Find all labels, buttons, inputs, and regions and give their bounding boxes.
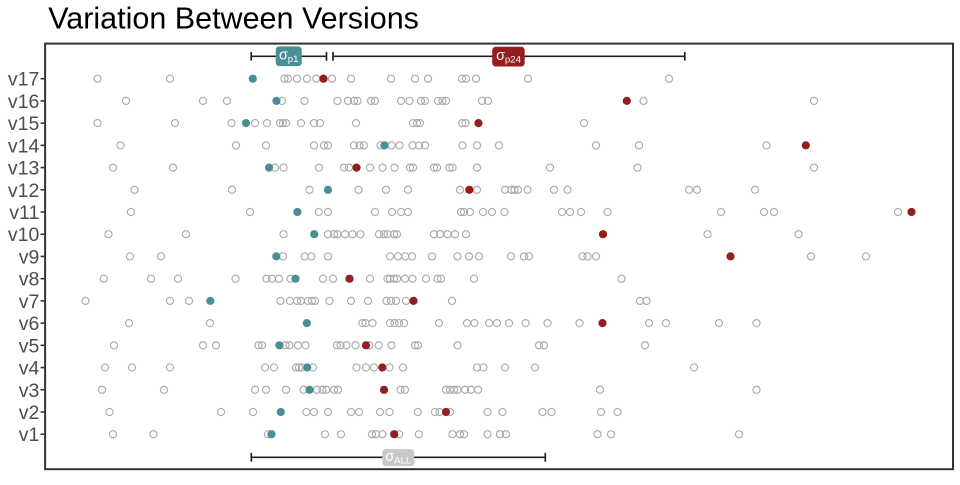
svg-text:v16: v16 [8,91,39,113]
svg-text:Variation Between Versions: Variation Between Versions [48,1,419,35]
svg-text:v1: v1 [19,424,40,446]
svg-text:v10: v10 [8,224,40,246]
svg-text:v8: v8 [19,269,40,291]
svg-text:v11: v11 [9,202,39,224]
svg-text:v5: v5 [19,335,40,357]
svg-text:v6: v6 [19,313,40,335]
svg-text:v17: v17 [8,69,39,91]
svg-text:v4: v4 [19,358,40,380]
svg-text:v3: v3 [19,380,40,402]
svg-text:v12: v12 [8,180,39,202]
svg-text:v13: v13 [8,158,39,180]
svg-text:v15: v15 [8,113,40,135]
svg-text:v7: v7 [19,291,40,313]
svg-text:v2: v2 [19,402,40,424]
svg-text:v9: v9 [19,246,40,268]
svg-text:v14: v14 [8,135,40,157]
